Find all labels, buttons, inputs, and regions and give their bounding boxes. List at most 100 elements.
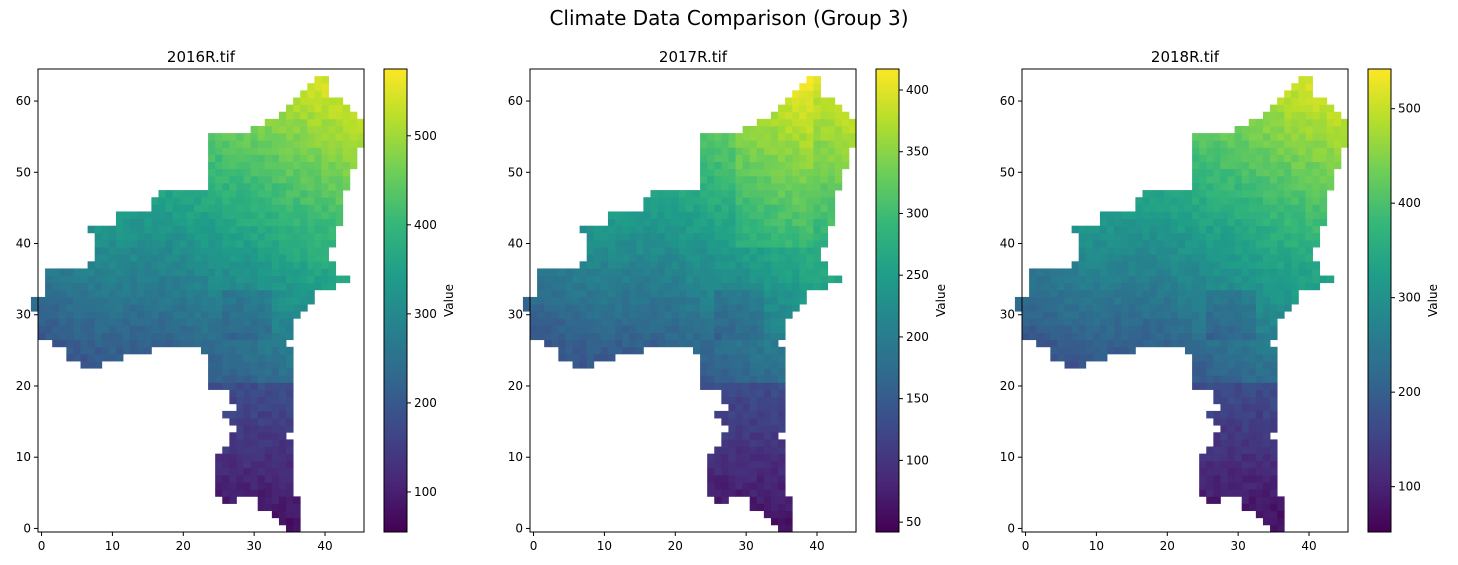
heatmap-cell: [1291, 133, 1299, 141]
heatmap-cell: [307, 197, 315, 205]
heatmap-cell: [1262, 482, 1271, 490]
heatmap-cell: [558, 275, 566, 284]
heatmap-cell: [165, 190, 174, 198]
heatmap-cell: [1057, 353, 1065, 362]
heatmap-cell: [778, 460, 786, 469]
heatmap-cell: [1227, 403, 1236, 412]
heatmap-cell: [208, 204, 216, 212]
heatmap-cell: [1326, 168, 1335, 177]
heatmap-cell: [1213, 239, 1221, 248]
heatmap-cell: [1248, 325, 1257, 333]
heatmap-cell: [671, 282, 680, 291]
heatmap-cell: [321, 225, 329, 234]
heatmap-cell: [1128, 332, 1136, 341]
heatmap-cell: [293, 118, 301, 127]
heatmap-cell: [778, 368, 786, 376]
heatmap-cell: [293, 275, 301, 284]
heatmap-cell: [1206, 175, 1214, 184]
heatmap-cell: [1227, 482, 1236, 490]
heatmap-cell: [742, 289, 751, 298]
heatmap-cell: [1092, 318, 1101, 326]
heatmap-cell: [1206, 318, 1214, 326]
heatmap-cell: [229, 396, 237, 405]
heatmap-cell: [756, 268, 765, 276]
heatmap-cell: [615, 318, 623, 326]
heatmap-cell: [813, 133, 821, 141]
heatmap-cell: [742, 489, 751, 497]
heatmap-cell: [778, 175, 786, 184]
heatmap-cell: [193, 232, 202, 241]
heatmap-cell: [1029, 268, 1037, 276]
heatmap-cell: [1270, 168, 1278, 177]
heatmap-cell: [1255, 304, 1264, 312]
heatmap-cell: [834, 161, 843, 170]
heatmap-cell: [45, 275, 53, 284]
heatmap-cell: [1241, 361, 1250, 369]
heatmap-cell: [586, 247, 595, 255]
heatmap-cell: [1262, 475, 1271, 483]
heatmap-cell: [1284, 190, 1292, 198]
heatmap-cell: [1142, 261, 1150, 269]
heatmap-cell: [763, 389, 772, 398]
heatmap-cell: [841, 140, 850, 148]
heatmap-cell: [236, 282, 244, 291]
heatmap-cell: [1206, 346, 1214, 355]
heatmap-cell: [778, 396, 786, 405]
heatmap-cell: [250, 182, 259, 191]
heatmap-cell: [243, 339, 252, 348]
heatmap-cell: [1234, 375, 1243, 383]
heatmap-cell: [158, 318, 166, 326]
heatmap-cell: [685, 232, 694, 241]
heatmap-cell: [600, 239, 609, 248]
heatmap-cell: [636, 275, 644, 284]
heatmap-cell: [792, 182, 800, 191]
heatmap-cell: [1128, 211, 1136, 219]
heatmap-cell: [763, 453, 772, 462]
heatmap-cell: [1227, 425, 1236, 433]
heatmap-cell: [721, 346, 729, 355]
heatmap-cell: [1149, 204, 1158, 212]
heatmap-cell: [1156, 211, 1165, 219]
heatmap-cell: [201, 339, 209, 348]
heatmap-cell: [1071, 325, 1080, 333]
heatmap-cell: [250, 432, 259, 440]
heatmap-cell: [1262, 353, 1271, 362]
heatmap-cell: [1312, 282, 1321, 291]
heatmap-cell: [735, 410, 744, 419]
heatmap-cell: [714, 147, 722, 155]
heatmap-cell: [1099, 325, 1108, 333]
heatmap-cell: [257, 311, 266, 319]
heatmap-cell: [1234, 247, 1243, 255]
heatmap-cell: [215, 382, 223, 390]
heatmap-cell: [300, 225, 308, 234]
heatmap-cell: [1291, 268, 1299, 276]
heatmap-cell: [636, 346, 644, 355]
heatmap-cell: [735, 211, 744, 219]
heatmap-cell: [300, 125, 308, 134]
heatmap-cell: [222, 182, 230, 191]
heatmap-cell: [1220, 418, 1228, 426]
heatmap-cell: [1255, 489, 1264, 497]
heatmap-cell: [749, 318, 758, 326]
heatmap-cell: [749, 147, 758, 155]
heatmap-cell: [1248, 375, 1257, 383]
heatmap-cell: [59, 268, 67, 276]
heatmap-cell: [236, 346, 244, 355]
heatmap-cell: [94, 353, 103, 362]
heatmap-cell: [530, 304, 538, 312]
heatmap-cell: [87, 346, 96, 355]
heatmap-cell: [664, 225, 673, 234]
heatmap-cell: [756, 133, 765, 141]
heatmap-cell: [335, 161, 344, 170]
heatmap-cell: [215, 375, 223, 383]
heatmap-cell: [834, 154, 843, 162]
heatmap-cell: [700, 289, 708, 298]
heatmap-cell: [770, 289, 779, 298]
heatmap-cell: [1177, 247, 1186, 255]
heatmap-cell: [1199, 296, 1207, 305]
heatmap-cell: [742, 225, 751, 234]
heatmap-cell: [1248, 296, 1257, 305]
heatmap-cell: [293, 232, 301, 241]
heatmap-cell: [1333, 161, 1342, 170]
heatmap-cell: [778, 453, 786, 462]
